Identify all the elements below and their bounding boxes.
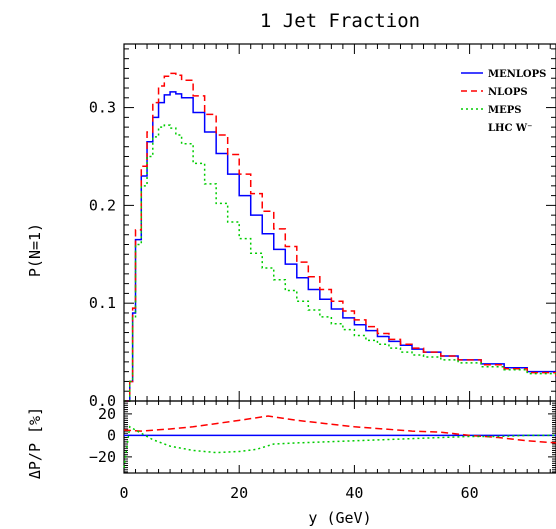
series-menlops <box>124 91 556 402</box>
main-y-tick-label: 0.0 <box>89 392 116 410</box>
x-tick-label: 40 <box>345 484 363 502</box>
main-y-tick-label: 0.1 <box>89 294 116 312</box>
series-nlops <box>124 72 556 402</box>
x-axis-label: y (GeV) <box>308 509 371 527</box>
main-panel-ticks <box>123 44 556 402</box>
ratio-y-axis-label: ΔP/P [%] <box>26 407 44 479</box>
legend: MENLOPS NLOPS MEPS LHC W⁻ <box>461 69 546 134</box>
x-tick-labels: 0 20 40 60 <box>119 484 478 502</box>
ratio-y-tick-label: −20 <box>89 448 116 466</box>
ratio-series-meps <box>123 425 556 468</box>
main-y-axis-label: P(N=1) <box>26 223 44 277</box>
legend-label-menlops: MENLOPS <box>488 69 546 80</box>
main-y-tick-labels: 0.0 0.1 0.2 0.3 <box>89 99 116 410</box>
ratio-y-tick-label: 0 <box>107 426 116 444</box>
ratio-panel-frame <box>123 400 556 474</box>
ratio-y-tick-label: 20 <box>98 405 116 423</box>
main-y-tick-label: 0.3 <box>89 99 116 117</box>
main-panel: 0.0 0.1 0.2 0.3 MENLOPS NLOPS MEPS LHC W⁻ <box>89 43 556 410</box>
ratio-panel: 20 0 −20 <box>89 400 556 474</box>
x-tick-label: 60 <box>461 484 479 502</box>
series-meps <box>124 124 556 402</box>
ratio-series-nlops <box>123 415 556 444</box>
x-tick-label: 0 <box>119 484 128 502</box>
chart-title: 1 Jet Fraction <box>260 10 420 32</box>
legend-label-meps: MEPS <box>488 105 521 116</box>
legend-label-nlops: NLOPS <box>488 87 528 98</box>
x-tick-label: 20 <box>230 484 248 502</box>
main-series-group <box>124 72 556 402</box>
legend-annotation: LHC W⁻ <box>488 123 532 134</box>
ratio-y-tick-labels: 20 0 −20 <box>89 405 116 466</box>
main-y-tick-label: 0.2 <box>89 196 116 214</box>
ratio-series-group <box>123 415 556 468</box>
